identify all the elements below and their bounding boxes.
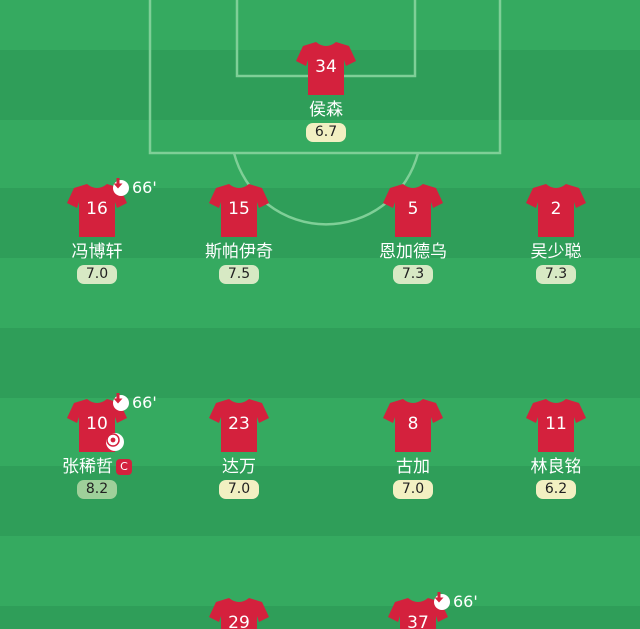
player-d1[interactable]: 16 66' 冯博轩 7.0 xyxy=(27,178,167,284)
player-gk[interactable]: 34 侯森 6.7 xyxy=(256,40,396,142)
player-rating: 7.5 xyxy=(219,265,259,284)
player-rating: 7.3 xyxy=(393,265,433,284)
shirt-number: 29 xyxy=(228,613,250,629)
player-rating: 6.7 xyxy=(306,123,346,142)
player-shirt: 2 xyxy=(525,182,587,238)
player-shirt: 16 66' xyxy=(66,178,157,238)
sub-off-arrow-icon xyxy=(113,178,129,196)
player-name: 达万 xyxy=(222,457,256,477)
player-m4[interactable]: 11 林良铭 6.2 xyxy=(486,397,626,499)
substitution-indicator: 66' xyxy=(434,592,478,611)
player-d3[interactable]: 5 恩加德乌 7.3 xyxy=(343,182,483,284)
shirt-number: 15 xyxy=(228,199,250,219)
player-name: 冯博轩 xyxy=(71,242,123,262)
substitution-indicator: 66' xyxy=(113,393,157,412)
pitch-stripe xyxy=(0,536,640,606)
player-shirt: 34 xyxy=(295,40,357,96)
shirt-number: 16 xyxy=(86,199,108,219)
player-name: 侯森 xyxy=(309,100,343,120)
player-shirt: 10 66' xyxy=(66,393,157,453)
shirt-number: 10 xyxy=(86,414,108,434)
shirt-number: 37 xyxy=(407,613,429,629)
substitution-minute: 66' xyxy=(132,178,157,197)
player-rating: 7.0 xyxy=(219,480,259,499)
player-name: 恩加德乌 xyxy=(379,242,447,262)
player-shirt: 37 66' xyxy=(387,592,478,629)
sub-off-arrow-icon xyxy=(434,592,450,610)
player-f2[interactable]: 37 66' xyxy=(348,592,488,629)
substitution-minute: 66' xyxy=(453,592,478,611)
player-rating: 7.0 xyxy=(77,265,117,284)
player-shirt: 5 xyxy=(382,182,444,238)
player-shirt: 23 xyxy=(208,397,270,453)
shirt-number: 2 xyxy=(550,199,562,219)
soccer-ball-icon xyxy=(106,433,124,451)
substitution-minute: 66' xyxy=(132,393,157,412)
shirt-number: 34 xyxy=(315,57,337,77)
player-shirt: 8 xyxy=(382,397,444,453)
player-rating: 6.2 xyxy=(536,480,576,499)
player-name: 吴少聪 xyxy=(530,242,582,262)
player-f1[interactable]: 29 xyxy=(169,596,309,629)
shirt-number: 23 xyxy=(228,414,250,434)
shirt-number: 5 xyxy=(407,199,419,219)
penalty-box xyxy=(148,0,502,155)
player-name: 张稀哲 xyxy=(62,457,113,477)
captain-badge: C xyxy=(116,459,132,475)
player-d2[interactable]: 15 斯帕伊奇 7.5 xyxy=(169,182,309,284)
shirt-number: 11 xyxy=(545,414,567,434)
player-m3[interactable]: 8 古加 7.0 xyxy=(343,397,483,499)
pitch-stripe xyxy=(0,0,640,50)
sub-off-arrow-icon xyxy=(113,393,129,411)
shirt-number: 8 xyxy=(407,414,419,434)
player-m1[interactable]: 10 66' 张稀哲 C 8.2 xyxy=(27,393,167,499)
player-name: 林良铭 xyxy=(530,457,582,477)
player-m2[interactable]: 23 达万 7.0 xyxy=(169,397,309,499)
player-shirt: 15 xyxy=(208,182,270,238)
player-d4[interactable]: 2 吴少聪 7.3 xyxy=(486,182,626,284)
player-shirt: 11 xyxy=(525,397,587,453)
player-name-row: 张稀哲 C xyxy=(27,456,167,478)
player-rating: 7.0 xyxy=(393,480,433,499)
player-name: 古加 xyxy=(396,457,430,477)
substitution-indicator: 66' xyxy=(113,178,157,197)
player-rating: 8.2 xyxy=(77,480,117,499)
player-rating: 7.3 xyxy=(536,265,576,284)
player-shirt: 29 xyxy=(208,596,270,629)
player-name: 斯帕伊奇 xyxy=(205,242,273,262)
